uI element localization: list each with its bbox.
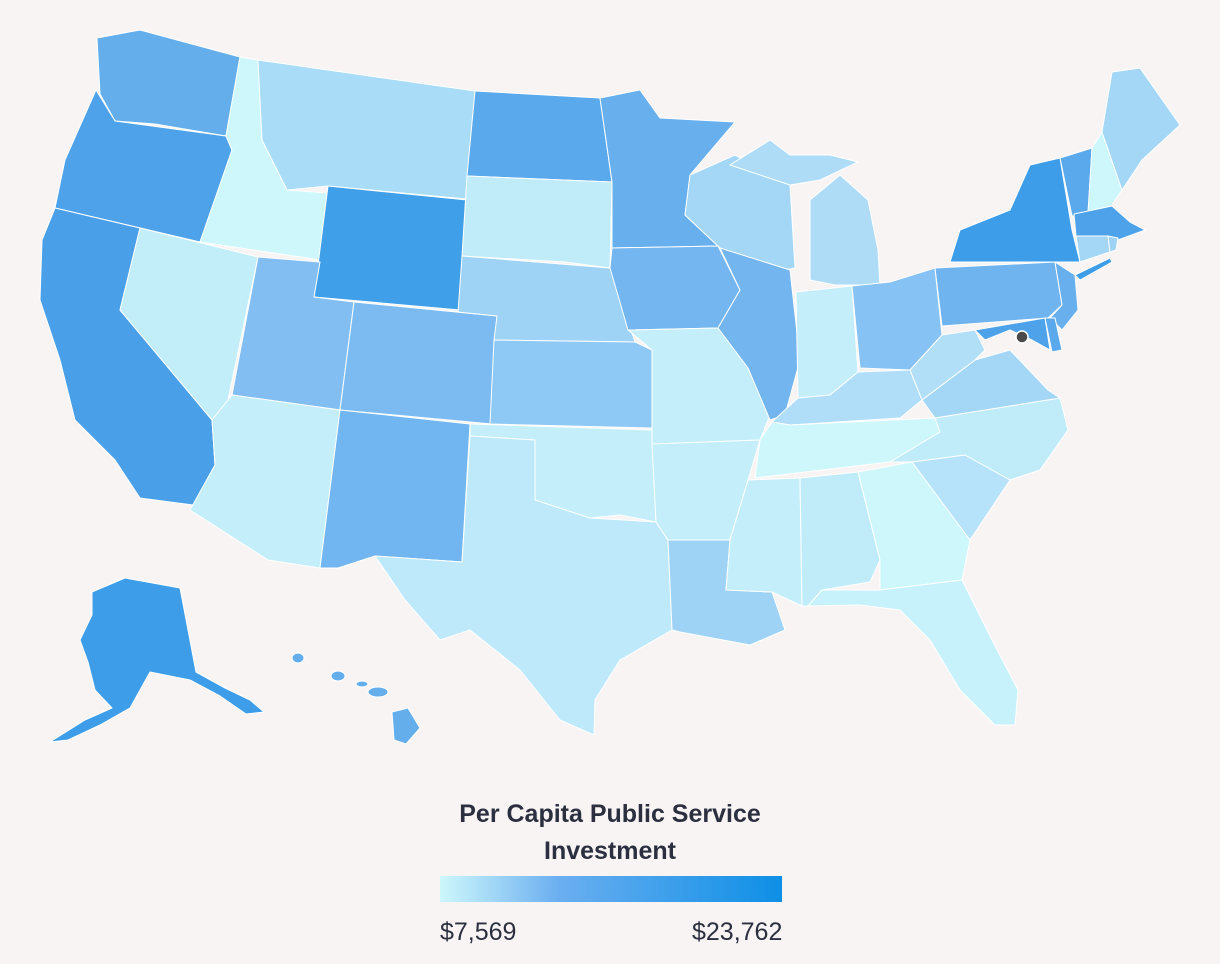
state-iowa[interactable] (609, 245, 741, 331)
state-arizona[interactable] (189, 394, 341, 569)
state-north-carolina[interactable] (889, 397, 1069, 481)
state-texas[interactable] (374, 435, 673, 736)
state-florida[interactable] (807, 579, 1019, 726)
state-washington[interactable] (96, 29, 241, 137)
legend-gradient (440, 876, 782, 902)
state-hawaii-oahu[interactable] (330, 670, 346, 682)
state-kansas[interactable] (489, 339, 653, 429)
state-delaware[interactable] (1044, 317, 1063, 353)
state-hawaii-big[interactable] (391, 707, 421, 745)
state-michigan-up[interactable] (729, 139, 859, 186)
legend-color-bar (440, 876, 782, 902)
legend-title: Per Capita Public Service Investment (410, 796, 810, 870)
state-hawaii-molokai[interactable] (355, 680, 369, 688)
state-michigan[interactable] (809, 174, 881, 286)
dc-marker[interactable] (1015, 330, 1029, 344)
legend-max-label: $23,762 (692, 918, 783, 946)
state-rhode-island[interactable] (1107, 235, 1119, 253)
state-alaska[interactable] (49, 577, 265, 743)
state-illinois[interactable] (717, 247, 801, 421)
state-pennsylvania[interactable] (934, 261, 1063, 327)
state-new-mexico[interactable] (319, 409, 471, 569)
state-north-dakota[interactable] (466, 90, 613, 183)
state-maine[interactable] (1101, 67, 1181, 191)
legend-title-line1: Per Capita Public Service (459, 800, 761, 828)
state-hawaii-kauai[interactable] (291, 652, 305, 664)
state-colorado[interactable] (339, 301, 498, 425)
state-hawaii-maui[interactable] (367, 686, 389, 698)
legend-title-line2: Investment (544, 837, 676, 865)
state-new-hampshire[interactable] (1087, 131, 1123, 213)
state-connecticut[interactable] (1075, 235, 1111, 263)
state-montana[interactable] (257, 59, 476, 200)
state-west-virginia[interactable] (909, 329, 986, 401)
state-new-york[interactable] (949, 157, 1081, 263)
long-island (1074, 257, 1113, 281)
legend-min-label: $7,569 (440, 918, 517, 946)
state-wyoming[interactable] (313, 185, 468, 311)
state-south-dakota[interactable] (461, 175, 613, 269)
